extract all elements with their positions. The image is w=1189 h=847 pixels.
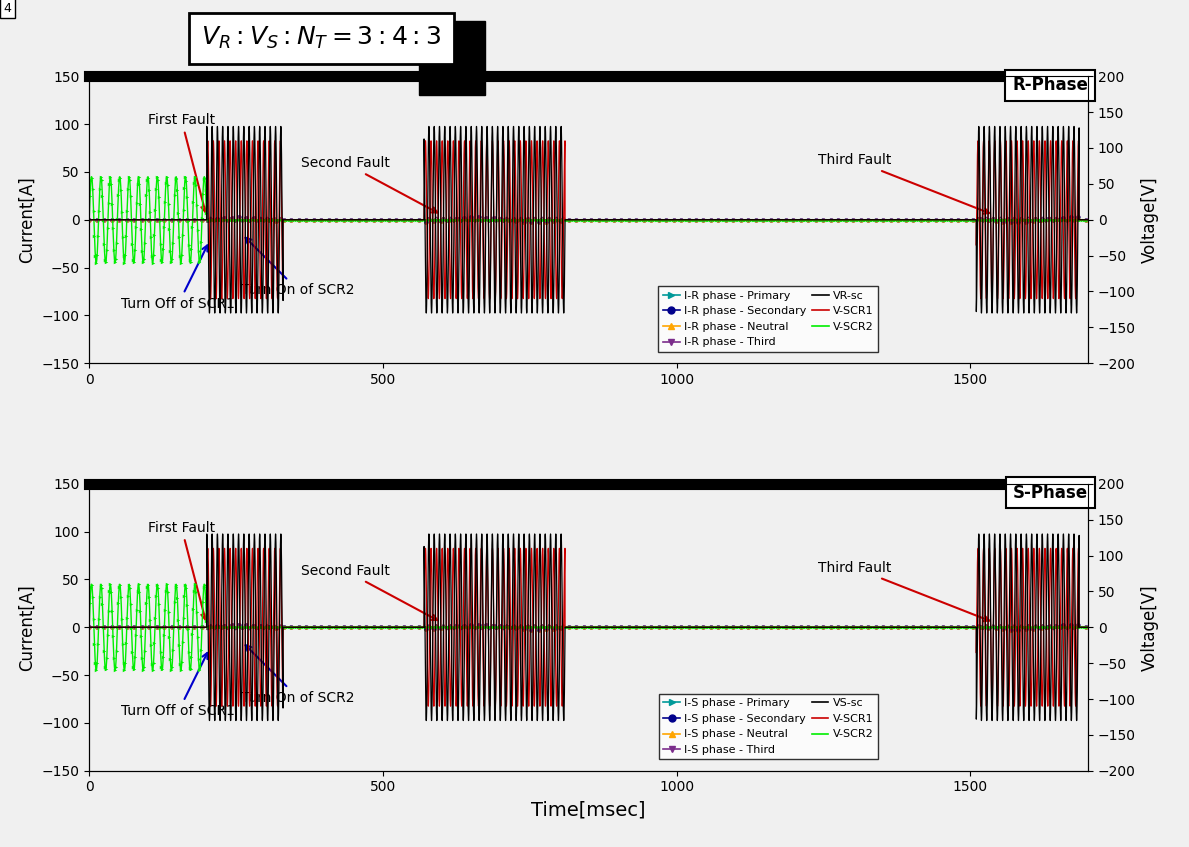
Y-axis label: Voltage[V]: Voltage[V] xyxy=(1141,176,1159,263)
Text: Turn On of SCR2: Turn On of SCR2 xyxy=(241,238,354,297)
Text: Third Fault: Third Fault xyxy=(818,153,989,213)
Y-axis label: Current[A]: Current[A] xyxy=(18,584,36,671)
Legend: I-S phase - Primary, I-S phase - Secondary, I-S phase - Neutral, I-S phase - Thi: I-S phase - Primary, I-S phase - Seconda… xyxy=(659,694,877,760)
Text: S-Phase: S-Phase xyxy=(1013,484,1088,501)
Text: Turn Off of SCR1: Turn Off of SCR1 xyxy=(121,246,235,311)
Text: 4: 4 xyxy=(4,2,12,14)
Text: Turn Off of SCR1: Turn Off of SCR1 xyxy=(121,653,235,718)
Text: $V_R:V_S:N_T=3:4:3$: $V_R:V_S:N_T=3:4:3$ xyxy=(201,25,441,51)
Text: Turn On of SCR2: Turn On of SCR2 xyxy=(241,645,354,705)
Y-axis label: Current[A]: Current[A] xyxy=(18,176,36,263)
Legend: I-R phase - Primary, I-R phase - Secondary, I-R phase - Neutral, I-R phase - Thi: I-R phase - Primary, I-R phase - Seconda… xyxy=(659,286,879,352)
Text: R-Phase: R-Phase xyxy=(1012,76,1088,94)
Text: First Fault: First Fault xyxy=(147,521,215,619)
X-axis label: Time[msec]: Time[msec] xyxy=(531,800,646,819)
Y-axis label: Voltage[V]: Voltage[V] xyxy=(1141,584,1159,671)
Text: Second Fault: Second Fault xyxy=(301,563,438,620)
Text: Third Fault: Third Fault xyxy=(818,561,989,621)
Text: First Fault: First Fault xyxy=(147,113,215,212)
Text: Second Fault: Second Fault xyxy=(301,156,438,213)
